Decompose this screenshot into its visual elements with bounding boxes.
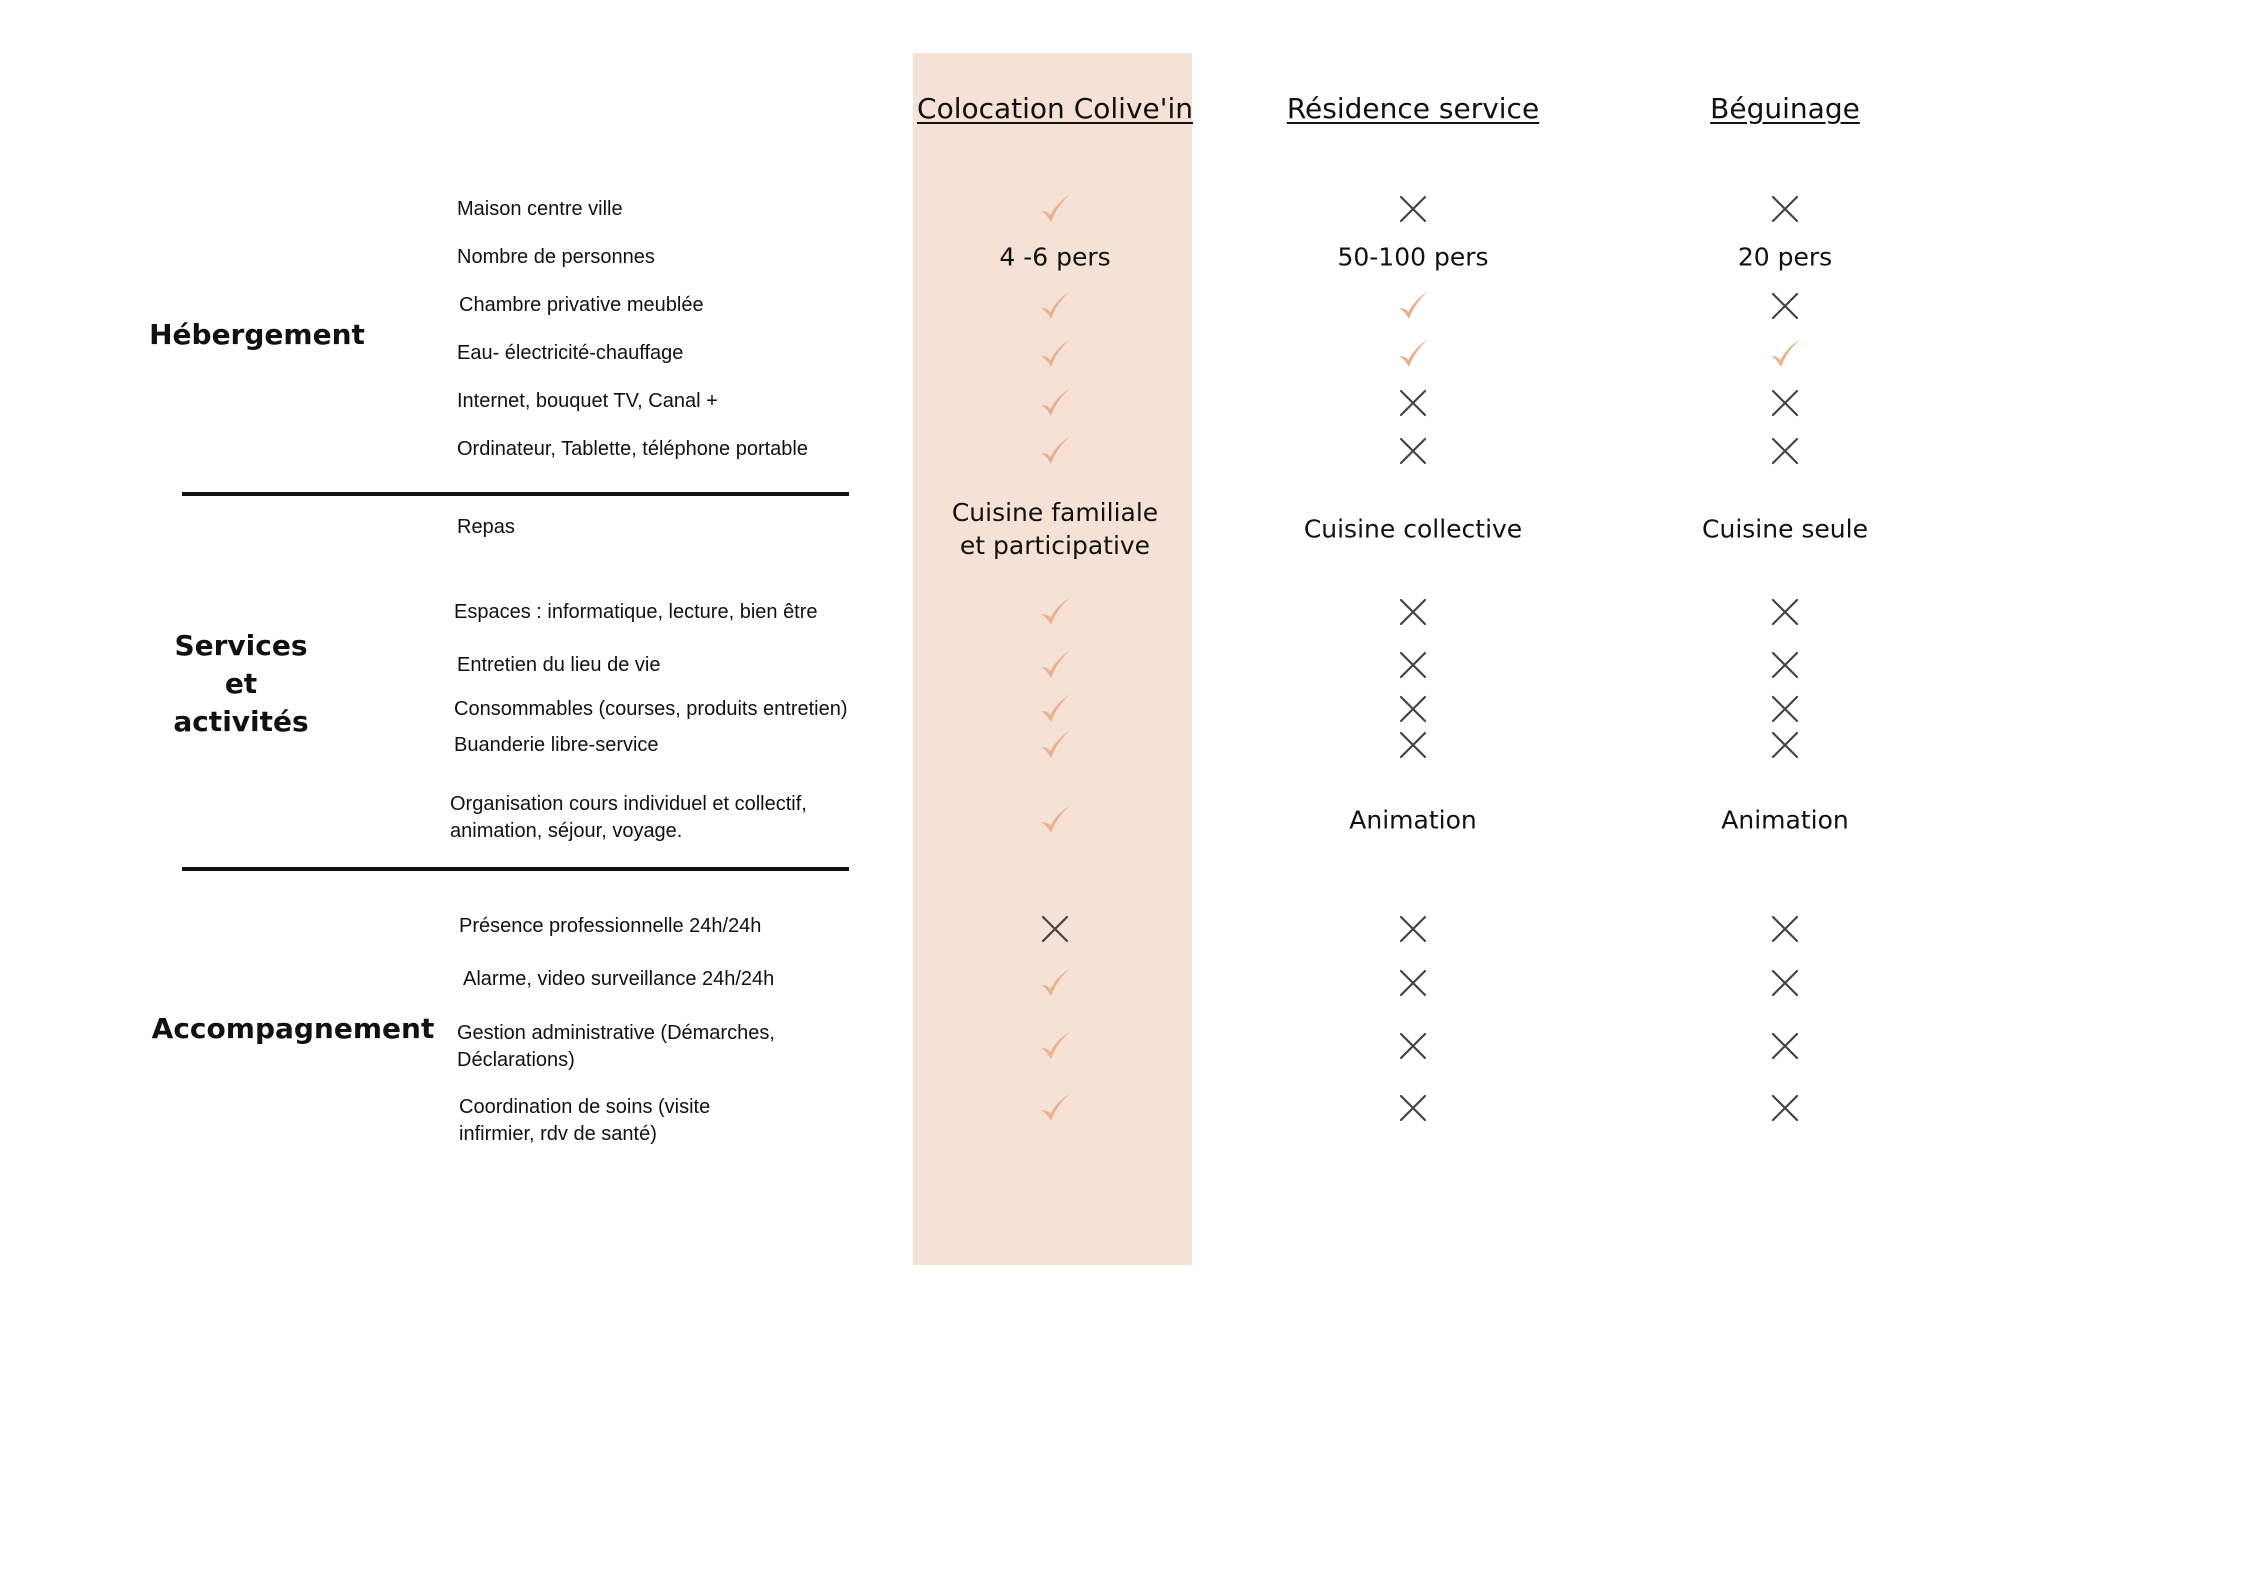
check-icon bbox=[1035, 334, 1075, 374]
cell-value-residence-service: 50-100 pers bbox=[1337, 242, 1489, 272]
cross-icon bbox=[1393, 689, 1433, 729]
row-label: Eau- électricité-chauffage bbox=[457, 342, 684, 364]
check-icon bbox=[1393, 286, 1433, 326]
cross-icon bbox=[1765, 286, 1805, 326]
section-label-hebergement: Hébergement bbox=[149, 318, 365, 351]
cross-icon bbox=[1765, 689, 1805, 729]
cross-icon bbox=[1765, 725, 1805, 765]
section-separator bbox=[182, 492, 849, 496]
cross-icon bbox=[1393, 1026, 1433, 1066]
row-label: Chambre privative meublée bbox=[459, 294, 704, 316]
cross-icon bbox=[1765, 1026, 1805, 1066]
cell-value-beguinage: 20 pers bbox=[1737, 242, 1833, 272]
row-label: Ordinateur, Tablette, téléphone portable bbox=[457, 438, 808, 460]
cell-value-residence-service: Cuisine collective bbox=[1303, 514, 1523, 544]
row-label: Internet, bouquet TV, Canal + bbox=[457, 390, 718, 412]
check-icon bbox=[1035, 189, 1075, 229]
cross-icon bbox=[1393, 725, 1433, 765]
cell-value-colivein: 4 -6 pers bbox=[999, 242, 1111, 272]
check-icon bbox=[1035, 689, 1075, 729]
cross-icon bbox=[1765, 963, 1805, 1003]
cross-icon bbox=[1765, 1088, 1805, 1128]
cross-icon bbox=[1393, 1088, 1433, 1128]
row-label: Présence professionnelle 24h/24h bbox=[459, 915, 762, 937]
row-label: Alarme, video surveillance 24h/24h bbox=[463, 968, 775, 990]
row-label: Espaces : informatique, lecture, bien êt… bbox=[454, 601, 818, 623]
cross-icon bbox=[1035, 909, 1075, 949]
row-label: Repas bbox=[457, 516, 515, 538]
cell-value-colivein: Cuisine familiale et participative bbox=[951, 498, 1159, 560]
cross-icon bbox=[1765, 383, 1805, 423]
check-icon bbox=[1035, 800, 1075, 840]
column-header-beguinage: Béguinage bbox=[1710, 92, 1860, 125]
highlight-column-colivein bbox=[913, 53, 1192, 1265]
column-header-colivein: Colocation Colive'in bbox=[917, 92, 1193, 125]
cross-icon bbox=[1393, 189, 1433, 229]
cross-icon bbox=[1393, 592, 1433, 632]
cross-icon bbox=[1765, 592, 1805, 632]
check-icon bbox=[1393, 334, 1433, 374]
cell-value-beguinage: Cuisine seule bbox=[1702, 514, 1868, 544]
cell-value-residence-service: Animation bbox=[1349, 805, 1477, 835]
check-icon bbox=[1035, 645, 1075, 685]
section-separator bbox=[182, 867, 849, 871]
row-label: Gestion administrative (Démarches, Déclar… bbox=[457, 1022, 775, 1071]
check-icon bbox=[1035, 1088, 1075, 1128]
column-header-residence-service: Résidence service bbox=[1286, 92, 1540, 125]
check-icon bbox=[1035, 383, 1075, 423]
cross-icon bbox=[1765, 431, 1805, 471]
cross-icon bbox=[1393, 645, 1433, 685]
check-icon bbox=[1765, 334, 1805, 374]
row-label: Coordination de soins (visite infirmier, … bbox=[459, 1096, 711, 1145]
cross-icon bbox=[1765, 909, 1805, 949]
cross-icon bbox=[1393, 383, 1433, 423]
cross-icon bbox=[1765, 189, 1805, 229]
check-icon bbox=[1035, 431, 1075, 471]
row-label: Entretien du lieu de vie bbox=[457, 654, 661, 676]
row-label: Nombre de personnes bbox=[457, 246, 655, 268]
check-icon bbox=[1035, 1026, 1075, 1066]
cross-icon bbox=[1393, 963, 1433, 1003]
section-label-services-activites: Services et activités bbox=[173, 629, 309, 738]
section-label-accompagnement: Accompagnement bbox=[151, 1012, 435, 1045]
check-icon bbox=[1035, 725, 1075, 765]
row-label: Maison centre ville bbox=[457, 198, 623, 220]
cross-icon bbox=[1393, 909, 1433, 949]
cell-value-beguinage: Animation bbox=[1721, 805, 1849, 835]
check-icon bbox=[1035, 286, 1075, 326]
row-label: Buanderie libre-service bbox=[454, 734, 659, 756]
check-icon bbox=[1035, 592, 1075, 632]
cross-icon bbox=[1393, 431, 1433, 471]
row-label: Consommables (courses, produits entretie… bbox=[454, 698, 848, 720]
row-label: Organisation cours individuel et collect… bbox=[450, 793, 807, 842]
check-icon bbox=[1035, 963, 1075, 1003]
cross-icon bbox=[1765, 645, 1805, 685]
